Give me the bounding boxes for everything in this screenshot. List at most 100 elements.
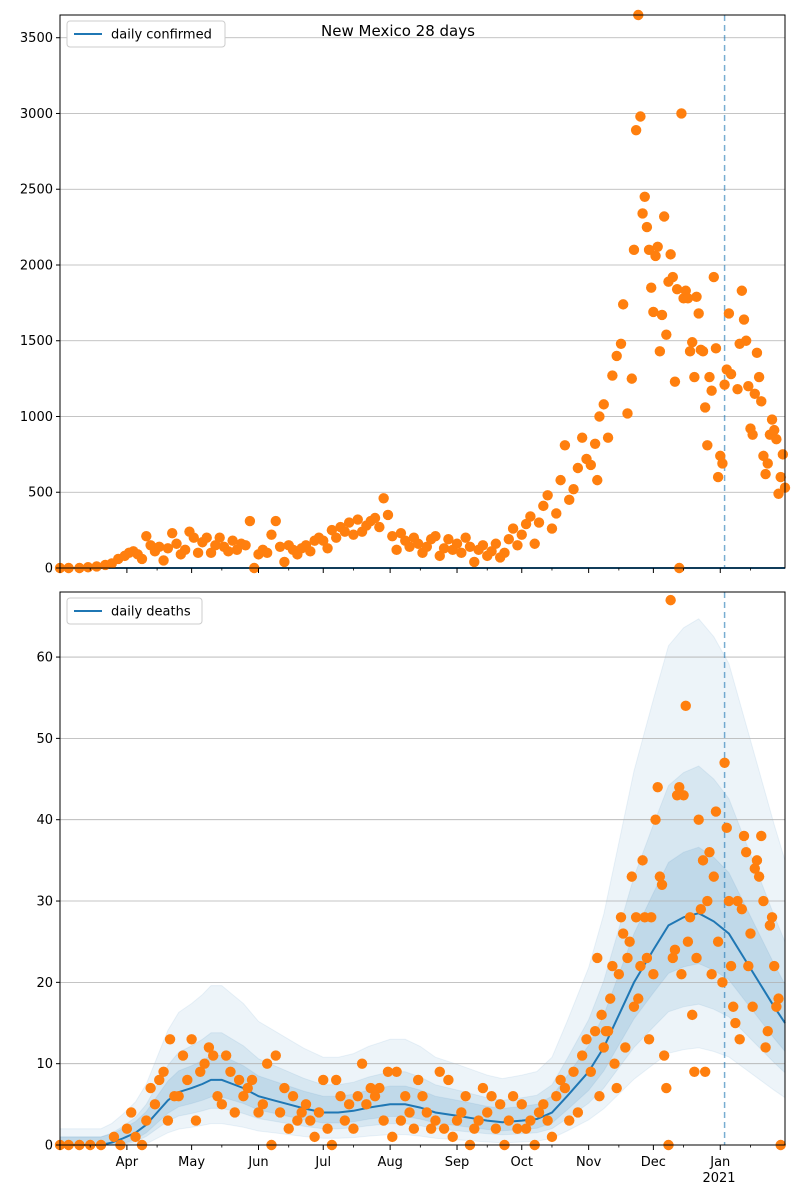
confirmed-point: [378, 493, 389, 504]
deaths-point: [177, 1050, 189, 1061]
confirmed-point: [717, 458, 728, 469]
deaths-point: [648, 969, 659, 980]
confirmed-point: [141, 530, 152, 542]
deaths-point: [708, 871, 719, 882]
confirmed-point: [751, 347, 763, 359]
confirmed-legend-box: [66, 20, 226, 48]
confirmed-point: [434, 550, 445, 562]
confirmed-point: [637, 208, 648, 219]
deaths-point: [434, 1066, 445, 1078]
confirmed-point: [738, 314, 750, 325]
confirmed-point: [758, 450, 769, 462]
deaths-point: [365, 1082, 376, 1094]
deaths-point: [300, 1099, 312, 1110]
confirmed-point: [158, 555, 169, 566]
deaths-point: [654, 871, 666, 882]
deaths-point: [182, 1074, 193, 1086]
confirmed-point: [430, 530, 441, 542]
confirmed-point: [374, 521, 385, 533]
deaths-point: [628, 1001, 640, 1012]
deaths-point: [257, 1099, 269, 1110]
confirmed-point: [188, 532, 199, 543]
y-tick-label: 2500: [20, 183, 53, 198]
y-tick-label: 10: [36, 1057, 53, 1072]
deaths-point: [195, 1066, 206, 1078]
deaths-point: [318, 1074, 329, 1086]
y-tick-label: 1500: [20, 334, 53, 349]
confirmed-point: [622, 408, 633, 419]
confirmed-point: [576, 432, 588, 443]
confirmed-point: [568, 484, 579, 495]
chart-title: New Mexico 28 days: [321, 22, 475, 40]
deaths-point: [684, 912, 696, 923]
deaths-point: [503, 1115, 515, 1126]
deaths-point: [611, 1082, 622, 1094]
deaths-point: [421, 1107, 433, 1118]
confirmed-point: [585, 459, 597, 471]
confirmed-point: [266, 529, 277, 540]
confirmed-point: [671, 284, 683, 295]
deaths-point: [229, 1107, 240, 1118]
deaths-point: [253, 1107, 264, 1118]
deaths-point: [626, 871, 638, 882]
deaths-point: [274, 1107, 286, 1118]
y-tick-label: 60: [36, 651, 53, 666]
deaths-point: [658, 1050, 670, 1061]
deaths-point: [469, 1123, 480, 1134]
deaths-point: [512, 1123, 523, 1134]
confirmed-point: [654, 346, 666, 357]
confirmed-point: [330, 532, 342, 543]
deaths-gridlines: [60, 656, 785, 1065]
confirmed-point: [592, 474, 603, 486]
deaths-point: [404, 1107, 415, 1118]
deaths-point: [734, 1034, 745, 1045]
confirmed-gridlines: [60, 37, 785, 493]
confirmed-point: [136, 553, 148, 565]
deaths-point: [682, 936, 694, 947]
deaths-point: [126, 1107, 137, 1118]
confirmed-point: [702, 440, 713, 451]
confirmed-point: [615, 338, 627, 349]
confirmed-point: [656, 309, 668, 321]
deaths-point: [766, 912, 778, 923]
y-tick-label: 3500: [20, 31, 53, 46]
confirmed-point: [648, 306, 659, 318]
confirmed-point: [598, 399, 609, 410]
confirmed-point: [486, 546, 497, 557]
confirmed-point: [369, 512, 381, 524]
confirmed-point: [499, 547, 510, 559]
deaths-point: [622, 952, 633, 964]
deaths-point: [598, 1042, 609, 1053]
deaths-point: [699, 1066, 711, 1078]
deaths-point: [602, 1025, 614, 1037]
confirmed-point: [708, 271, 719, 283]
deaths-point: [661, 1082, 672, 1094]
deaths-point: [669, 944, 681, 956]
deaths-point: [391, 1066, 402, 1078]
deaths-point: [190, 1115, 202, 1126]
deaths-point: [559, 1082, 571, 1094]
deaths-point: [704, 847, 715, 858]
confirmed-point: [227, 535, 238, 546]
confirmed-point: [352, 514, 363, 525]
confirmed-point: [512, 540, 523, 551]
confirmed-point: [760, 468, 771, 480]
confirmed-point: [542, 490, 553, 501]
deaths-point: [753, 871, 765, 882]
confirmed-point: [635, 111, 646, 122]
deaths-point: [756, 830, 767, 842]
confirmed-legend: daily confirmed: [66, 20, 226, 48]
deaths-point: [108, 1131, 120, 1143]
deaths-point: [594, 1091, 605, 1102]
deaths-point: [233, 1074, 245, 1086]
confirmed-point: [661, 329, 672, 340]
deaths-point: [533, 1107, 545, 1118]
x-tick-label: Oct: [511, 1155, 533, 1170]
confirmed-point: [322, 543, 333, 554]
deaths-point: [637, 855, 648, 866]
deaths-point: [710, 806, 722, 817]
confirmed-point: [682, 293, 694, 304]
confirmed-point: [391, 544, 402, 556]
deaths-point: [225, 1066, 236, 1078]
